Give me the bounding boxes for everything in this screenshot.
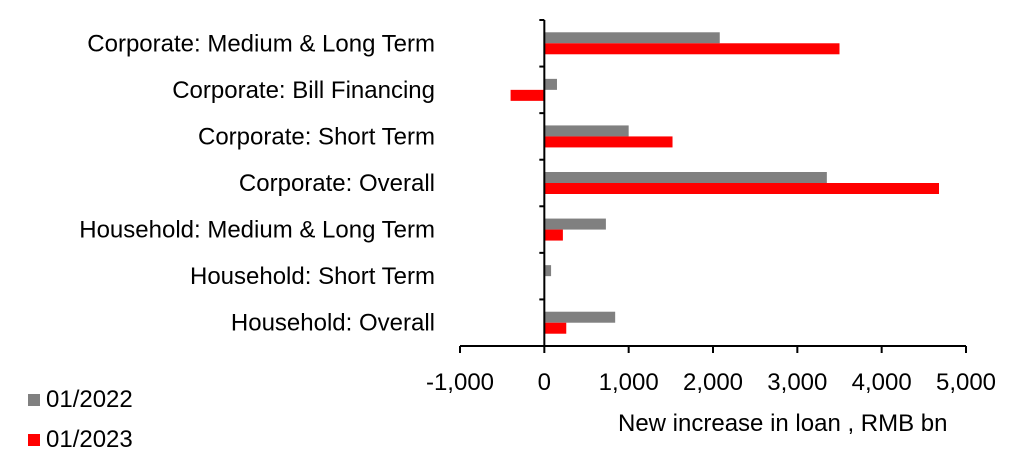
x-tick-label: 4,000 <box>852 369 912 396</box>
x-tick-labels: -1,000 0 1,000 2,000 3,000 4,000 5,000 <box>426 369 996 396</box>
bar-01-2022 <box>544 172 827 183</box>
bar-01-2023 <box>544 136 673 148</box>
legend-item-2023: 01/2023 <box>28 426 133 454</box>
bar-01-2022 <box>544 265 552 277</box>
x-tick-label: 1,000 <box>599 369 659 396</box>
bar-01-2023 <box>544 43 840 55</box>
x-tick-label: 3,000 <box>767 369 827 396</box>
legend-label-2022: 01/2022 <box>46 386 133 413</box>
category-label: Corporate: Medium & Long Term <box>87 30 435 57</box>
bar-01-2023 <box>510 89 545 101</box>
category-label: Household: Medium & Long Term <box>79 217 435 244</box>
x-axis-label: New increase in loan , RMB bn <box>618 410 948 437</box>
category-label: Corporate: Short Term <box>198 123 435 150</box>
category-label: Household: Short Term <box>190 263 435 290</box>
x-tick-label: 2,000 <box>683 369 743 396</box>
category-labels: Corporate: Medium & Long Term Corporate: … <box>79 30 435 336</box>
x-tick-label: 5,000 <box>936 369 996 396</box>
category-label: Household: Overall <box>231 310 435 337</box>
x-tick-label: -1,000 <box>426 369 494 396</box>
bar-01-2023 <box>544 183 940 194</box>
bar-01-2023 <box>544 322 567 334</box>
bar-01-2023 <box>544 229 563 241</box>
legend-swatch-2022 <box>28 394 40 406</box>
legend-swatch-2023 <box>28 434 40 446</box>
bar-01-2022 <box>544 218 606 230</box>
category-label: Corporate: Bill Financing <box>172 77 435 104</box>
legend-item-2022: 01/2022 <box>28 386 133 414</box>
bars-group <box>510 32 940 334</box>
x-tick-label: 0 <box>538 369 551 396</box>
axes-group <box>459 19 967 353</box>
legend-label-2023: 01/2023 <box>46 426 133 453</box>
bar-01-2022 <box>544 125 629 137</box>
bar-01-2022 <box>544 32 720 44</box>
bar-01-2022 <box>544 311 616 323</box>
category-label: Corporate: Overall <box>239 170 435 197</box>
bar-01-2022 <box>544 78 557 90</box>
